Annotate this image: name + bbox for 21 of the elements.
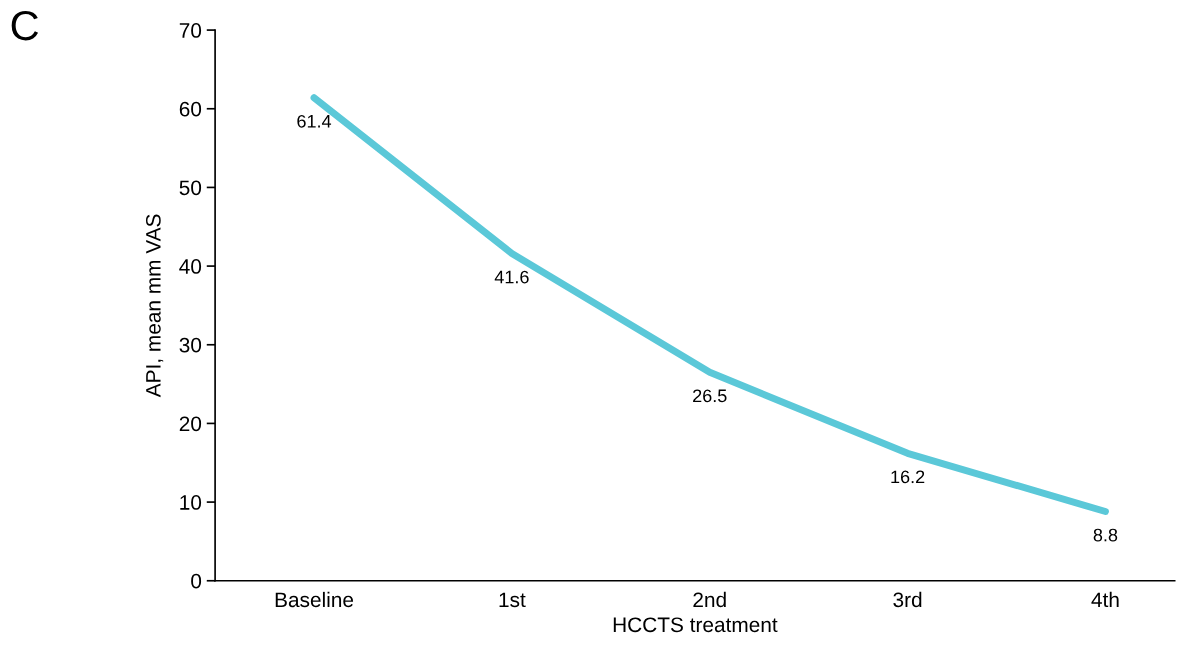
x-tick-label: 1st [499,592,526,608]
x-tick-label: 3rd [893,591,922,608]
y-tick-label: 50 [179,180,202,196]
y-tick-label: 20 [179,416,202,432]
data-label: 26.5 [693,389,727,403]
x-axis-title: HCCTS treatment [613,617,778,633]
data-label: 8.8 [1093,528,1118,542]
y-tick-label: 30 [179,337,202,353]
y-tick-label: 0 [191,573,202,589]
y-tick-label: 40 [179,259,202,274]
x-tick-label: 2nd [693,591,726,608]
y-tick-label: 60 [179,101,202,117]
y-axis-title: API, mean mm VAS [145,214,164,398]
x-tick-label: 4th [1091,591,1119,608]
data-label: 41.6 [494,270,529,284]
text: C [11,10,39,41]
y-tick-label: 70 [179,23,202,38]
y-tick-label: 10 [180,495,202,510]
data-label: 61.4 [297,114,332,128]
data-label: 16.2 [891,470,925,484]
x-tick-label: Baseline [275,591,354,608]
